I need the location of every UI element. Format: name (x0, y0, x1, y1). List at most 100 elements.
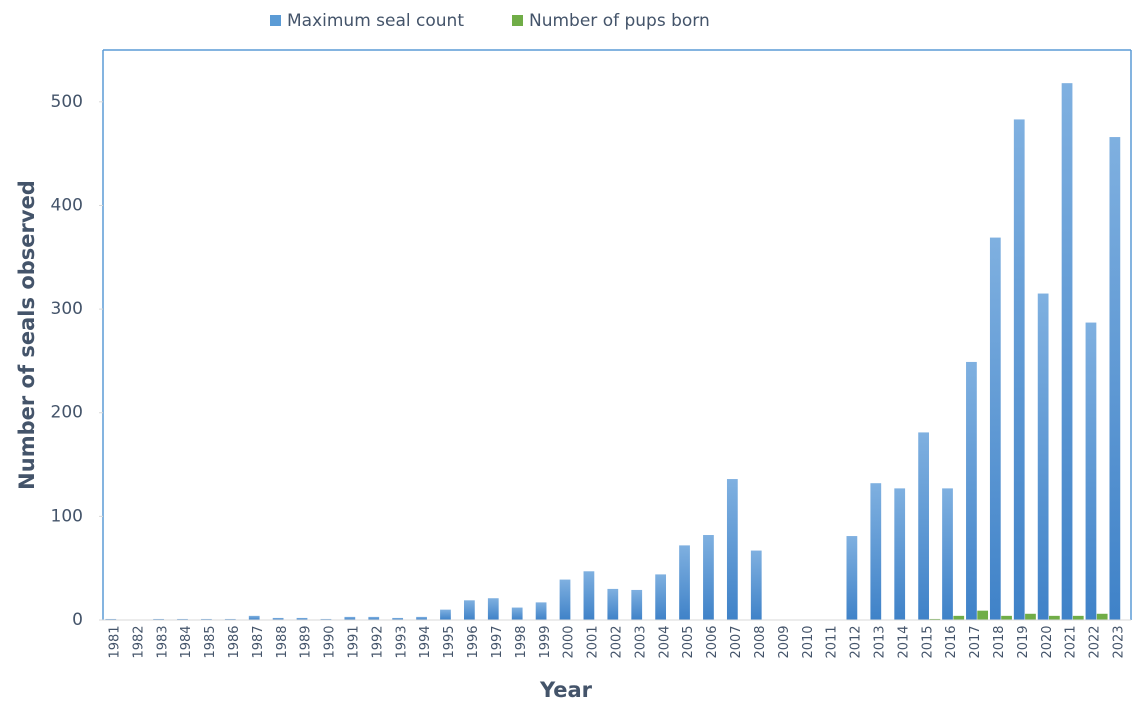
x-tick-label: 2009 (777, 625, 792, 658)
bar (894, 488, 906, 620)
x-tick-label: 2018 (992, 625, 1007, 658)
x-tick-label: 1984 (179, 625, 194, 658)
x-tick-label: 1997 (490, 625, 505, 658)
y-axis-label: Number of seals observed (15, 180, 39, 490)
x-tick-label: 1992 (370, 625, 385, 658)
bar (224, 618, 236, 620)
bar (750, 550, 762, 620)
x-tick-label: 2019 (1016, 625, 1031, 658)
bar (153, 618, 164, 620)
bar (966, 361, 977, 620)
x-tick-label: 2010 (801, 625, 816, 658)
x-tick-label: 2006 (705, 625, 720, 658)
y-tick-label: 100 (51, 506, 83, 526)
bar (631, 589, 643, 620)
bar (320, 618, 332, 620)
bar (296, 617, 308, 620)
x-tick-label: 2013 (872, 625, 887, 658)
bar (846, 536, 858, 620)
x-tick-label: 1994 (418, 625, 433, 658)
bar (368, 616, 380, 620)
bar (918, 432, 929, 620)
bar (487, 598, 499, 620)
x-tick-label: 1991 (347, 625, 362, 658)
x-tick-label: 2007 (729, 625, 744, 658)
x-tick-label: 2022 (1088, 625, 1103, 658)
x-tick-label: 2005 (681, 625, 696, 658)
bar (344, 616, 356, 620)
bar (248, 615, 260, 620)
x-tick-label: 1987 (251, 625, 266, 658)
bar (1037, 293, 1049, 620)
bar (392, 617, 404, 620)
x-tick-label: 2014 (896, 625, 911, 658)
bar (440, 609, 451, 620)
x-tick-label: 1985 (203, 625, 218, 658)
bar (201, 618, 212, 620)
bar (1096, 613, 1108, 620)
x-tick-label: 2020 (1040, 625, 1055, 658)
bar (1025, 613, 1036, 620)
bar (679, 545, 690, 620)
x-tick-label: 1999 (538, 625, 553, 658)
x-tick-label: 2017 (968, 625, 983, 658)
x-tick-label: 1983 (155, 625, 170, 658)
legend-swatch (270, 15, 281, 26)
bar (535, 602, 547, 620)
bar (177, 618, 188, 620)
y-tick-label: 300 (51, 299, 83, 319)
x-tick-label: 1993 (394, 625, 409, 658)
bar (1061, 83, 1073, 620)
bar (870, 483, 882, 620)
x-tick-label: 1982 (131, 625, 146, 658)
x-tick-label: 1998 (514, 625, 529, 658)
x-tick-label: 2000 (562, 625, 577, 658)
x-tick-label: 2001 (586, 625, 601, 658)
bar (726, 479, 738, 620)
bar (1013, 119, 1025, 620)
y-tick-label: 0 (72, 610, 83, 630)
legend-label: Maximum seal count (287, 11, 464, 31)
x-tick-label: 1988 (275, 625, 290, 658)
x-tick-label: 2016 (944, 625, 959, 658)
bar (1085, 322, 1097, 620)
bar (953, 615, 965, 620)
bar (929, 618, 941, 620)
bar (942, 488, 953, 620)
legend-swatch (512, 15, 523, 26)
bar (703, 535, 714, 620)
x-tick-label: 1989 (299, 625, 314, 658)
x-tick-label: 1996 (466, 625, 481, 658)
bar (416, 616, 427, 620)
y-tick-label: 500 (51, 92, 83, 112)
bar (1048, 615, 1060, 620)
x-tick-label: 1986 (227, 625, 242, 658)
x-tick-label: 2012 (849, 625, 864, 658)
x-tick-label: 1995 (442, 625, 457, 658)
x-tick-label: 2002 (610, 625, 625, 658)
bar (559, 579, 571, 620)
bar (583, 571, 595, 620)
x-tick-label: 2003 (633, 625, 648, 658)
bar (272, 617, 284, 620)
bar (463, 600, 475, 620)
bar (105, 618, 117, 620)
y-tick-label: 200 (51, 403, 83, 423)
x-tick-label: 1990 (323, 625, 338, 658)
x-tick-label: 2011 (825, 625, 840, 658)
bar (1109, 137, 1121, 620)
x-tick-label: 1981 (107, 625, 122, 658)
x-tick-label: 2008 (753, 625, 768, 658)
x-tick-label: 2004 (657, 625, 672, 658)
bar (655, 574, 667, 620)
y-tick-label: 400 (51, 195, 83, 215)
bar (989, 237, 1001, 620)
x-tick-label: 2021 (1064, 625, 1079, 658)
bar (977, 610, 989, 620)
bar (1072, 615, 1084, 620)
bar (511, 607, 523, 620)
legend-label: Number of pups born (529, 11, 710, 31)
bar (1001, 615, 1012, 620)
x-axis-label: Year (539, 678, 593, 702)
